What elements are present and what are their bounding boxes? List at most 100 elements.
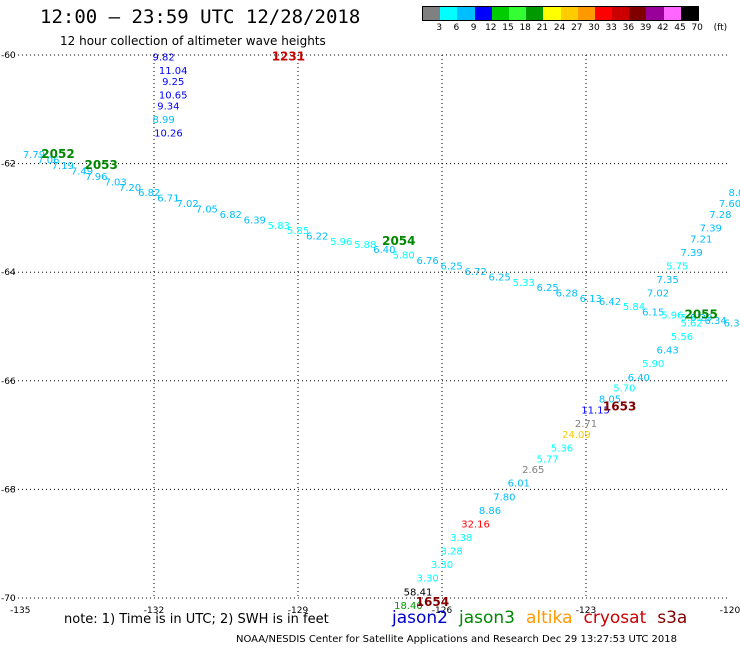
wave-height-label: 9.82	[152, 52, 174, 63]
wave-height-label: 7.96	[85, 172, 107, 183]
wave-height-label: 8.86	[479, 506, 501, 517]
wave-height-label: 5.90	[642, 359, 664, 370]
wave-height-label: 8.99	[152, 115, 174, 126]
wave-height-label: 6.72	[464, 267, 486, 278]
lat-tick-label: -68	[1, 485, 16, 495]
legend-swatch	[491, 7, 509, 20]
wave-height-label: 6.42	[599, 297, 621, 308]
lat-tick-label: -66	[1, 377, 16, 387]
wave-height-label: 7.20	[119, 183, 141, 194]
wave-height-label: 5.36	[551, 443, 573, 454]
satellite-name-jason2: jason2	[392, 608, 448, 628]
pass-time-label: 1231	[272, 49, 305, 63]
map-subtitle: 12 hour collection of altimeter wave hei…	[60, 34, 326, 48]
legend-label: 18	[519, 23, 531, 33]
wave-height-label: 5.83	[268, 221, 290, 232]
legend-label: 30	[588, 23, 600, 33]
wave-height-label: 5.56	[671, 332, 693, 343]
lon-tick-label: -123	[576, 606, 596, 616]
wave-height-label: 7.79	[23, 150, 45, 161]
wave-height-label: 8.05	[599, 395, 621, 406]
legend-swatch	[663, 7, 681, 20]
wave-height-label: 6.39	[244, 215, 266, 226]
wave-height-label: 5.91	[680, 313, 702, 324]
wave-height-label: 6.71	[157, 194, 179, 205]
wave-height-label: 6.31	[724, 319, 740, 330]
wave-height-label: 3.38	[450, 533, 472, 544]
legend-label: 33	[605, 23, 617, 33]
legend-label: 36	[622, 23, 635, 33]
legend-label: 45	[674, 23, 686, 33]
wave-height-label: 7.05	[196, 204, 218, 215]
lat-tick-label: -64	[1, 268, 16, 278]
pass-time-label: 2053	[84, 158, 117, 172]
wave-height-label: 6.13	[580, 294, 602, 305]
wave-height-label: 6.29	[690, 313, 712, 324]
legend-label: 39	[639, 23, 652, 33]
wave-height-label: 6.25	[488, 272, 510, 283]
wave-height-label: 24.09	[562, 430, 591, 441]
wave-height-label: 6.40	[373, 245, 395, 256]
wave-height-label: 5.88	[354, 240, 376, 251]
legend-swatch	[680, 7, 698, 20]
lon-tick-label: -129	[288, 606, 309, 616]
legend-label: 12	[485, 23, 497, 33]
height-color-legend: 3 6 9 12 15 18 21 24 27 30 33 36 39 42 45 70 (ft)	[422, 6, 727, 37]
wave-height-label: 7.39	[700, 223, 722, 234]
wave-height-label: 5.85	[287, 226, 309, 237]
wave-height-label: 6.25	[536, 283, 558, 294]
wave-height-label: 5.96	[661, 310, 683, 321]
satellite-name-s3a: s3a	[657, 608, 688, 628]
legend-label: 27	[571, 23, 583, 33]
pass-time-label: 2054	[382, 234, 415, 248]
wave-height-label: 9.25	[162, 77, 184, 88]
wave-height-label: 3.28	[440, 547, 462, 558]
wave-height-label: 11.04	[159, 66, 188, 77]
pass-time-label: 2052	[41, 147, 74, 161]
wave-height-label: 7.06	[37, 156, 59, 167]
wave-height-label: 6.82	[138, 188, 160, 199]
legend-label: 24	[553, 23, 566, 33]
legend-swatch	[646, 7, 664, 20]
wave-height-label: 3.30	[416, 574, 438, 585]
wave-height-label: 7.35	[656, 275, 678, 286]
legend-label: 21	[536, 23, 549, 33]
wave-height-label: 5.80	[392, 251, 414, 262]
legend-swatch	[543, 7, 561, 20]
legend-label: 15	[502, 23, 514, 33]
wave-height-label: 7.60	[719, 199, 740, 210]
legend-swatch	[629, 7, 647, 20]
wave-height-label: 7.80	[493, 492, 515, 503]
wave-height-label: 8.00	[728, 188, 740, 199]
lat-tick-label: -62	[1, 160, 16, 170]
wave-height-label: 18.40	[394, 601, 423, 612]
wave-height-label: 7.28	[709, 210, 731, 221]
wave-height-label: 9.34	[157, 101, 179, 112]
wave-height-label: 6.43	[656, 346, 678, 357]
legend-swatch	[526, 7, 544, 20]
legend-labels: 3 6 9 12 15 18 21 24 27 30 33 36 39 42 45 70 (ft)	[422, 23, 727, 37]
legend-label: 9	[470, 23, 477, 33]
legend-swatch	[560, 7, 578, 20]
wave-height-label: 10.65	[159, 90, 188, 101]
wave-height-label: 7.02	[176, 199, 198, 210]
wave-height-label: 5.70	[613, 384, 635, 395]
wave-height-label: 2.71	[575, 419, 597, 430]
wave-height-label: 6.76	[416, 256, 438, 267]
pass-time-label: 1654	[416, 595, 449, 609]
wave-height-label: 2.65	[522, 465, 544, 476]
lon-tick-label: -135	[10, 606, 30, 616]
legend-swatch	[423, 7, 441, 20]
legend-label: 70	[691, 23, 703, 33]
wave-height-label: 5.96	[330, 237, 352, 248]
legend-swatch	[577, 7, 595, 20]
pass-time-label: 2055	[684, 307, 717, 321]
lat-tick-label: -60	[1, 51, 16, 61]
map-title: 12:00 – 23:59 UTC 12/28/2018	[40, 6, 361, 28]
pass-time-label: 1653	[603, 400, 636, 414]
legend-swatch	[440, 7, 458, 20]
wave-height-label: 6.22	[306, 232, 328, 243]
wave-height-label: 58.41	[404, 587, 433, 598]
satellite-legend: jason2 jason3 altika cryosat s3a	[392, 608, 698, 628]
